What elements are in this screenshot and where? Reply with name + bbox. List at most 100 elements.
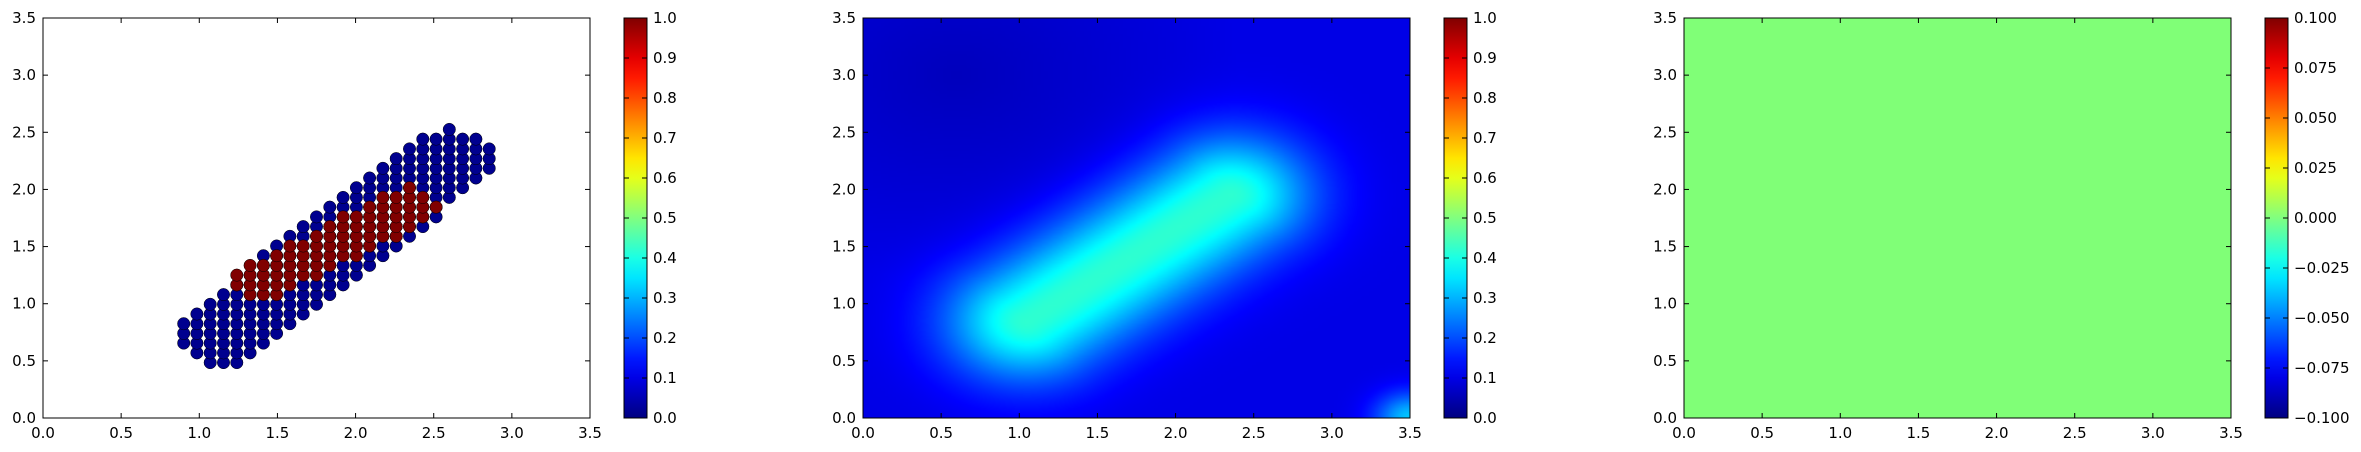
y-tick-label: 0.5 — [832, 352, 856, 370]
scatter-point — [416, 190, 430, 204]
scatter-point — [310, 210, 323, 224]
scatter-point — [389, 190, 403, 204]
colorbar-tick-label: 0.050 — [2294, 109, 2337, 127]
y-tick-label: 1.5 — [832, 238, 856, 256]
y-tick-label: 2.0 — [12, 180, 36, 198]
panel1-plot-area — [43, 18, 590, 418]
scatter-point — [270, 249, 284, 263]
scatter-point — [217, 288, 230, 302]
colorbar-tick-label: 0.5 — [653, 209, 677, 227]
y-tick-label: 1.0 — [1653, 295, 1677, 313]
x-tick-label: 1.0 — [1007, 424, 1031, 442]
colorbar-tick-label: 0.8 — [653, 89, 677, 107]
colorbar-tick-label: 0.1 — [1473, 369, 1497, 387]
colorbar-tick-label: 0.025 — [2294, 159, 2337, 177]
colorbar-tick-label: 0.6 — [653, 169, 677, 187]
colorbar-tick-label: 0.000 — [2294, 209, 2337, 227]
scatter-point — [336, 190, 350, 204]
scatter-point — [482, 142, 496, 156]
x-tick-label: 1.5 — [1906, 424, 1930, 442]
x-tick-label: 0.5 — [929, 424, 953, 442]
colorbar-tick-label: 0.7 — [653, 129, 677, 147]
x-tick-label: 3.5 — [578, 424, 602, 442]
y-tick-label: 1.0 — [832, 295, 856, 313]
scatter-point — [323, 200, 337, 214]
scatter-point — [363, 171, 377, 185]
colorbar-tick-label: 0.2 — [653, 329, 677, 347]
colorbar-tick-label: 0.9 — [653, 49, 677, 67]
colorbar-tick-label: 0.3 — [1473, 289, 1497, 307]
panel2-axes-frame — [862, 17, 1411, 419]
colorbar-tick-label: 0.1 — [653, 369, 677, 387]
colorbar-tick-label: −0.050 — [2294, 309, 2350, 327]
colorbar-tick-label: 0.0 — [1473, 409, 1497, 427]
x-tick-label: 3.0 — [1320, 424, 1344, 442]
scatter-point — [376, 190, 390, 204]
panel1-axes: 0.0 0.5 1.0 1.5 2.0 2.5 3.0 3.5 0.0 0.5 1.0 1.5 2.0 2… — [12, 9, 602, 442]
colorbar-tick-label: 0.3 — [653, 289, 677, 307]
scatter-point — [283, 239, 297, 253]
y-tick-label: 2.5 — [12, 123, 36, 141]
panel3-heatmap-fill — [1684, 18, 2231, 418]
x-tick-label: 2.0 — [344, 424, 368, 442]
x-tick-label: 3.0 — [500, 424, 524, 442]
colorbar-tick-label: 1.0 — [1473, 9, 1497, 27]
colorbar-tick-label: 0.100 — [2294, 9, 2337, 27]
x-tick-label: 0.0 — [1672, 424, 1696, 442]
scatter-point — [296, 239, 310, 253]
colorbar-tick-label: −0.100 — [2294, 409, 2350, 427]
y-tick-label: 0.5 — [12, 352, 36, 370]
colorbar-tick-label: 0.2 — [1473, 329, 1497, 347]
panel1-colorbar: 0.0 0.1 0.2 0.3 0.4 0.5 0.6 0.7 0.8 0.9 1.0 — [623, 9, 677, 427]
y-tick-label: 2.0 — [832, 180, 856, 198]
x-tick-label: 0.5 — [1750, 424, 1774, 442]
y-tick-label: 2.0 — [1653, 180, 1677, 198]
scatter-point — [442, 122, 456, 136]
scatter-point — [243, 258, 257, 272]
x-tick-label: 1.0 — [1828, 424, 1852, 442]
scatter-point — [403, 181, 416, 195]
x-tick-label: 3.5 — [1398, 424, 1422, 442]
y-tick-label: 3.5 — [1653, 9, 1677, 27]
x-tick-label: 2.5 — [2063, 424, 2087, 442]
scatter-point — [429, 132, 443, 146]
panel1-axes-frame — [42, 17, 591, 419]
y-tick-label: 0.0 — [12, 409, 36, 427]
colorbar-tick-label: 0.5 — [1473, 209, 1497, 227]
y-tick-label: 3.0 — [832, 66, 856, 84]
scatter-point — [296, 220, 310, 234]
scatter-point — [336, 210, 350, 224]
panel2-heatmap-image — [863, 18, 1410, 418]
scatter-point — [190, 307, 204, 321]
scatter-point — [177, 317, 191, 331]
colorbar-tick-label: 0.8 — [1473, 89, 1497, 107]
x-tick-label: 1.0 — [187, 424, 211, 442]
panel2-axes: 0.0 0.5 1.0 1.5 2.0 2.5 3.0 3.5 0.0 0.5 1.0 1.5 2.0 2… — [832, 9, 1422, 442]
scatter-point — [469, 132, 483, 146]
scatter-point — [429, 200, 443, 214]
x-tick-label: 2.5 — [1242, 424, 1266, 442]
panel2-colorbar: 0.0 0.1 0.2 0.3 0.4 0.5 0.6 0.7 0.8 0.9 1.0 — [1443, 9, 1497, 427]
panel3-colorbar: −0.100 −0.075 −0.050 −0.025 0.000 0.025 0.050 0… — [2264, 9, 2350, 427]
x-tick-label: 1.5 — [265, 424, 289, 442]
y-tick-label: 1.5 — [1653, 238, 1677, 256]
scatter-point — [310, 229, 323, 243]
y-tick-label: 0.0 — [832, 409, 856, 427]
colorbar-tick-label: 0.7 — [1473, 129, 1497, 147]
y-tick-label: 3.0 — [12, 66, 36, 84]
x-tick-label: 2.0 — [1985, 424, 2009, 442]
y-tick-label: 1.0 — [12, 295, 36, 313]
scatter-point — [363, 200, 377, 214]
y-tick-label: 0.5 — [1653, 352, 1677, 370]
x-tick-label: 0.5 — [109, 424, 133, 442]
x-tick-label: 0.0 — [31, 424, 55, 442]
scatter-point — [349, 181, 363, 195]
panel3-plot-area — [1684, 18, 2231, 418]
y-tick-label: 3.5 — [832, 9, 856, 27]
colorbar-tick-label: 0.9 — [1473, 49, 1497, 67]
colorbar-tick-label: 0.4 — [1473, 249, 1497, 267]
scatter-point — [203, 297, 217, 311]
colorbar-tick-label: 1.0 — [653, 9, 677, 27]
scatter-point — [389, 152, 403, 166]
